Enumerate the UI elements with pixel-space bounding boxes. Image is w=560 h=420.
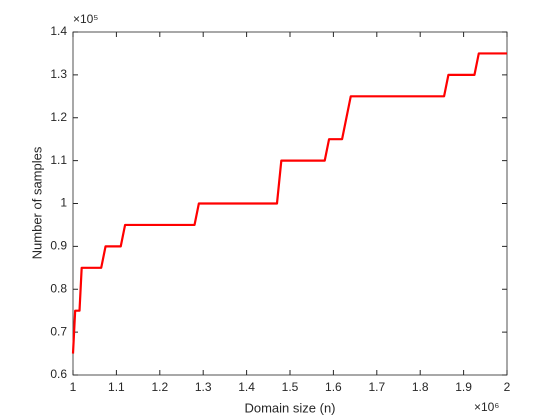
x-tick-label: 2 — [504, 380, 511, 394]
y-tick-label: 0.7 — [50, 324, 67, 338]
x-tick-label: 1.7 — [368, 380, 385, 394]
y-tick-label: 0.8 — [50, 281, 67, 295]
y-tick-label: 1.4 — [50, 24, 67, 38]
y-tick-label: 0.6 — [50, 367, 67, 381]
y-tick-label: 1 — [60, 196, 67, 210]
y-tick-label: 1.3 — [50, 67, 67, 81]
x-tick-label: 1.1 — [108, 380, 125, 394]
data-line — [71, 52, 507, 354]
y-axis-label: Number of samples — [29, 146, 44, 259]
y-tick-label: 1.1 — [50, 153, 67, 167]
x-tick-label: 1.6 — [325, 380, 342, 394]
y-multiplier: ×10⁵ — [73, 12, 98, 26]
x-tick-label: 1.3 — [195, 380, 212, 394]
y-tick-label: 0.9 — [50, 239, 67, 253]
x-tick-label: 1 — [70, 380, 77, 394]
x-tick-label: 1.2 — [151, 380, 168, 394]
x-tick-label: 1.8 — [412, 380, 429, 394]
x-tick-label: 1.4 — [238, 380, 255, 394]
x-tick-label: 1.5 — [282, 380, 299, 394]
x-axis-label: Domain size (n) — [244, 400, 335, 415]
y-tick-label: 1.2 — [50, 110, 67, 124]
plot-frame — [72, 31, 508, 376]
x-multiplier: ×10⁶ — [474, 400, 499, 414]
x-tick-label: 1.9 — [455, 380, 472, 394]
